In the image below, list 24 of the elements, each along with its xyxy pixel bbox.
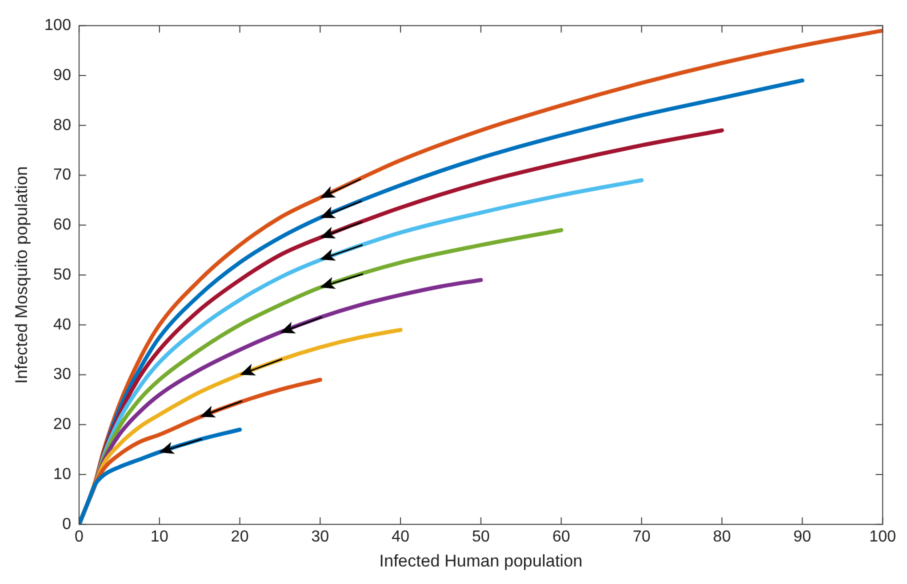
y-tick-label: 70 <box>53 166 72 184</box>
x-tick-label: 20 <box>230 528 249 546</box>
x-tick-label: 30 <box>311 528 330 546</box>
y-tick-label: 90 <box>53 66 72 84</box>
x-tick-label: 10 <box>150 528 168 546</box>
y-tick-label: 50 <box>53 266 72 284</box>
y-tick-label: 100 <box>44 17 72 34</box>
y-tick-label: 30 <box>53 366 72 384</box>
y-tick-label: 20 <box>53 416 72 434</box>
y-tick-label: 10 <box>53 466 72 483</box>
x-tick-label: 100 <box>869 528 896 546</box>
x-tick-label: 0 <box>74 528 84 546</box>
x-tick-label: 90 <box>793 528 812 546</box>
x-tick-label: 80 <box>713 528 731 546</box>
y-tick-label: 0 <box>62 516 72 533</box>
y-axis-title: Infected Mosquito population <box>12 166 31 384</box>
x-axis-title: Infected Human population <box>379 551 582 570</box>
y-tick-label: 60 <box>53 216 72 234</box>
x-tick-label: 40 <box>392 528 410 546</box>
x-tick-label: 70 <box>632 528 651 546</box>
y-tick-label: 80 <box>53 116 72 134</box>
x-tick-label: 50 <box>472 528 490 546</box>
x-tick-label: 60 <box>552 528 570 546</box>
y-tick-label: 40 <box>53 316 72 334</box>
